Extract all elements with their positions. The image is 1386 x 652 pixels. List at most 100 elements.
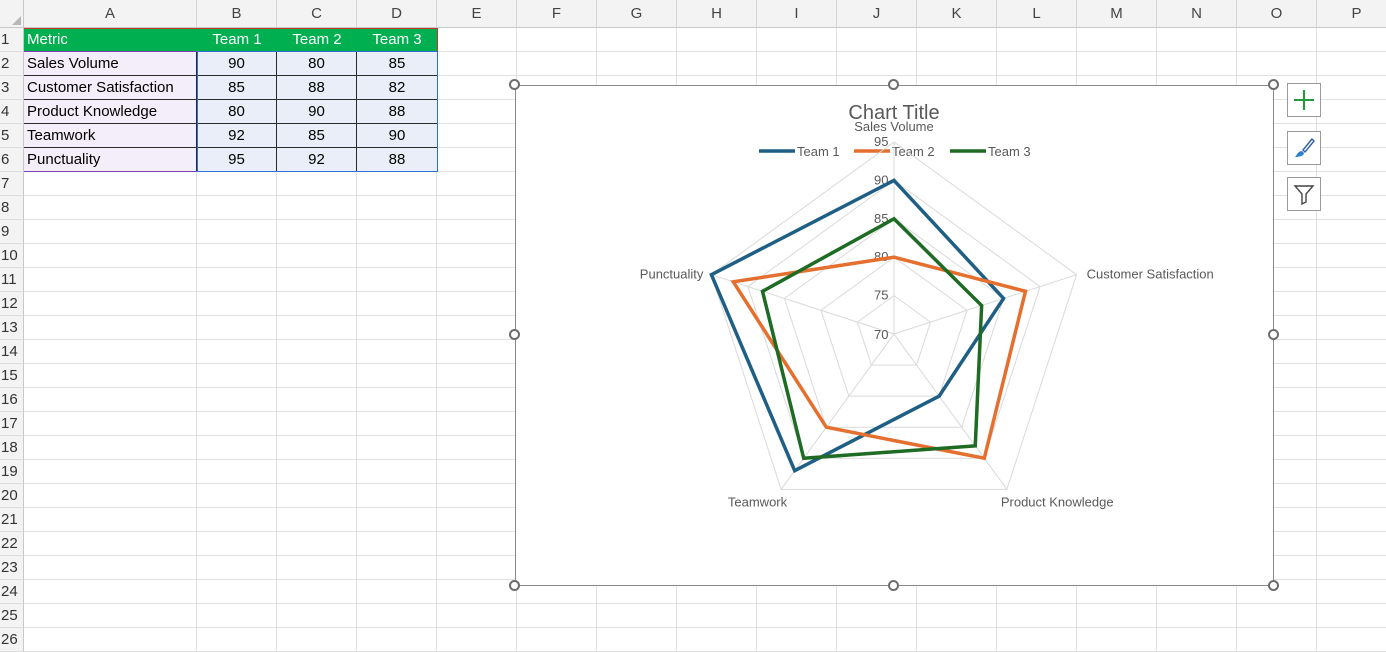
- resize-handle-top-left[interactable]: [509, 79, 520, 90]
- column-header-h[interactable]: H: [677, 0, 757, 28]
- row-gridline: [24, 51, 1386, 52]
- value-cell[interactable]: 95: [197, 148, 277, 172]
- value-cell[interactable]: 90: [277, 100, 357, 124]
- column-header-d[interactable]: D: [357, 0, 437, 28]
- value-cell[interactable]: 88: [357, 100, 437, 124]
- metric-cell[interactable]: Product Knowledge: [24, 100, 197, 124]
- row-header-15[interactable]: 15: [0, 364, 24, 388]
- resize-handle-top[interactable]: [888, 79, 899, 90]
- radar-grid-ring: [710, 141, 1078, 490]
- row-header-22[interactable]: 22: [0, 532, 24, 556]
- row-header-3[interactable]: 3: [0, 76, 24, 100]
- row-header-12[interactable]: 12: [0, 292, 24, 316]
- row-header-8[interactable]: 8: [0, 196, 24, 220]
- metric-cell[interactable]: Punctuality: [24, 148, 197, 172]
- chart-title[interactable]: Chart Title: [848, 102, 939, 124]
- value-cell[interactable]: 85: [357, 52, 437, 76]
- row-header-5[interactable]: 5: [0, 124, 24, 148]
- row-header-20[interactable]: 20: [0, 484, 24, 508]
- row-header-6[interactable]: 6: [0, 148, 24, 172]
- radar-category-label: Customer Satisfaction: [1087, 267, 1214, 282]
- legend-label: Team 2: [892, 144, 935, 159]
- column-header-o[interactable]: O: [1237, 0, 1317, 28]
- row-header-17[interactable]: 17: [0, 412, 24, 436]
- select-all-corner[interactable]: [0, 0, 24, 28]
- row-gridline: [24, 603, 1386, 604]
- row-header-11[interactable]: 11: [0, 268, 24, 292]
- value-cell[interactable]: 88: [357, 148, 437, 172]
- radar-chart[interactable]: Chart Title Team 1 Team 2 Team 3 70 75 80 85 9…: [515, 85, 1274, 586]
- column-header-n[interactable]: N: [1157, 0, 1237, 28]
- chart-canvas: Chart Title Team 1 Team 2 Team 3 707580859…: [640, 102, 1214, 509]
- chart-styles-icon: [1295, 137, 1315, 157]
- column-header-j[interactable]: J: [837, 0, 917, 28]
- radar-series: [709, 178, 1028, 474]
- row-header-1[interactable]: 1: [0, 28, 24, 52]
- resize-handle-right[interactable]: [1268, 329, 1279, 340]
- value-cell[interactable]: 90: [197, 52, 277, 76]
- row-header-2[interactable]: 2: [0, 52, 24, 76]
- chart-filters-icon: [1293, 185, 1315, 206]
- chart-elements-icon: [1294, 90, 1314, 110]
- chart-legend[interactable]: Team 1 Team 2 Team 3: [759, 144, 1031, 159]
- row-header-25[interactable]: 25: [0, 604, 24, 628]
- row-header-26[interactable]: 26: [0, 628, 24, 652]
- radar-grid-ring: [820, 256, 968, 397]
- row-header-7[interactable]: 7: [0, 172, 24, 196]
- select-all-triangle: [12, 16, 21, 25]
- row-header-19[interactable]: 19: [0, 460, 24, 484]
- column-header-m[interactable]: M: [1077, 0, 1157, 28]
- row-header-14[interactable]: 14: [0, 340, 24, 364]
- value-cell[interactable]: 88: [277, 76, 357, 100]
- resize-handle-bottom-right[interactable]: [1268, 580, 1279, 591]
- row-header-4[interactable]: 4: [0, 100, 24, 124]
- table-header-cell[interactable]: Team 2: [277, 28, 357, 52]
- resize-handle-bottom-left[interactable]: [509, 580, 520, 591]
- radar-series-line: [730, 255, 1028, 461]
- metric-cell[interactable]: Customer Satisfaction: [24, 76, 197, 100]
- value-cell[interactable]: 80: [277, 52, 357, 76]
- chart-elements-button[interactable]: [1287, 83, 1321, 117]
- column-header-f[interactable]: F: [517, 0, 597, 28]
- value-cell[interactable]: 82: [357, 76, 437, 100]
- row-header-13[interactable]: 13: [0, 316, 24, 340]
- row-header-16[interactable]: 16: [0, 388, 24, 412]
- row-header-24[interactable]: 24: [0, 580, 24, 604]
- value-cell[interactable]: 92: [197, 124, 277, 148]
- value-cell[interactable]: 92: [277, 148, 357, 172]
- metric-cell[interactable]: Teamwork: [24, 124, 197, 148]
- table-header-cell[interactable]: Team 1: [197, 28, 277, 52]
- column-header-e[interactable]: E: [437, 0, 517, 28]
- row-header-21[interactable]: 21: [0, 508, 24, 532]
- radar-category-label: Sales Volume: [854, 119, 934, 134]
- column-header-g[interactable]: G: [597, 0, 677, 28]
- resize-handle-left[interactable]: [509, 329, 520, 340]
- column-header-a[interactable]: A: [24, 0, 197, 28]
- row-header-9[interactable]: 9: [0, 220, 24, 244]
- chart-styles-button[interactable]: [1287, 131, 1321, 165]
- value-cell[interactable]: 85: [277, 124, 357, 148]
- resize-handle-top-right[interactable]: [1268, 79, 1279, 90]
- radar-series-line: [760, 216, 984, 461]
- column-header-k[interactable]: K: [917, 0, 997, 28]
- column-header-l[interactable]: L: [997, 0, 1077, 28]
- radar-spoke: [893, 333, 1008, 490]
- value-cell[interactable]: 85: [197, 76, 277, 100]
- resize-handle-bottom[interactable]: [888, 580, 899, 591]
- row-gridline: [24, 627, 1386, 628]
- metric-cell[interactable]: Sales Volume: [24, 52, 197, 76]
- column-header-p[interactable]: P: [1317, 0, 1386, 28]
- value-cell[interactable]: 80: [197, 100, 277, 124]
- table-header-cell[interactable]: Metric: [24, 28, 197, 52]
- column-header-b[interactable]: B: [197, 0, 277, 28]
- table-header-cell[interactable]: Team 3: [357, 28, 437, 52]
- row-header-23[interactable]: 23: [0, 556, 24, 580]
- column-header-c[interactable]: C: [277, 0, 357, 28]
- legend-label: Team 3: [988, 144, 1031, 159]
- column-header-i[interactable]: I: [757, 0, 837, 28]
- chart-filters-button[interactable]: [1287, 177, 1321, 211]
- value-cell[interactable]: 90: [357, 124, 437, 148]
- row-header-18[interactable]: 18: [0, 436, 24, 460]
- row-header-10[interactable]: 10: [0, 244, 24, 268]
